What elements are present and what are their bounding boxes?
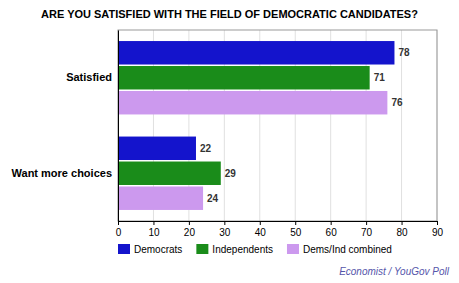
- legend-label: Democrats: [134, 244, 182, 255]
- data-labels: 78 71 76 22 29 24: [200, 47, 410, 203]
- source-note: Economist / YouGov Poll: [339, 266, 450, 277]
- data-label: 76: [391, 97, 403, 108]
- data-label: 24: [207, 193, 219, 204]
- x-tick-line: [260, 221, 261, 225]
- x-tick: 0: [116, 221, 122, 238]
- x-tick: 30: [219, 221, 231, 238]
- x-tick: 60: [326, 221, 338, 238]
- y-axis: Satisfied Want more choices: [12, 31, 119, 222]
- legend-item: Democrats: [118, 244, 182, 255]
- data-label: 78: [398, 47, 410, 58]
- x-tick-line: [153, 221, 154, 225]
- legend-label: Dems/Ind combined: [303, 244, 392, 255]
- grid: [118, 30, 437, 221]
- x-tick: 70: [361, 221, 373, 238]
- x-axis: 0 10 20 30 40 50 60 70 80 90: [116, 221, 444, 238]
- x-tick-label: 40: [255, 227, 267, 238]
- x-tick: 50: [290, 221, 302, 238]
- x-tick-line: [331, 221, 332, 225]
- y-tick-label: Want more choices: [12, 167, 112, 179]
- data-label: 29: [225, 168, 237, 179]
- x-tick-line: [437, 221, 438, 225]
- bar: [118, 41, 394, 64]
- x-tick-label: 30: [219, 227, 231, 238]
- legend-item: Independents: [196, 244, 273, 255]
- bar: [118, 66, 370, 89]
- x-tick: 90: [432, 221, 444, 238]
- plot-area: 78 71 76 22 29 24 0 10 20 30 40 50 60 70 80 90 Satisfied…: [12, 30, 444, 238]
- y-tick-label: Satisfied: [66, 71, 112, 83]
- bar: [118, 186, 203, 209]
- legend: Democrats Independents Dems/Ind combined: [118, 244, 392, 255]
- legend-label: Independents: [212, 244, 273, 255]
- axis-domain: [119, 222, 438, 226]
- axis-domain: [118, 31, 119, 222]
- chart-container: 78 71 76 22 29 24 0 10 20 30 40 50 60 70 80 90 Satisfied…: [0, 0, 459, 283]
- legend-swatch: [118, 244, 130, 254]
- plot-frame: [118, 30, 437, 221]
- x-tick-label: 50: [290, 227, 302, 238]
- x-tick-line: [402, 221, 403, 225]
- chart-svg: 78 71 76 22 29 24 0 10 20 30 40 50 60 70 80 90 Satisfied…: [0, 0, 459, 283]
- x-tick-label: 10: [148, 227, 160, 238]
- x-tick: 40: [255, 221, 267, 238]
- y-tick: Want more choices: [12, 167, 112, 179]
- x-tick: 80: [396, 221, 408, 238]
- x-tick: 20: [184, 221, 196, 238]
- data-label: 22: [200, 143, 212, 154]
- x-tick-label: 60: [326, 227, 338, 238]
- bar: [118, 162, 221, 185]
- y-tick: Satisfied: [66, 71, 112, 83]
- data-label: 71: [374, 72, 386, 83]
- grid-line: [401, 30, 402, 221]
- x-tick-line: [295, 221, 296, 225]
- x-tick-label: 0: [116, 227, 122, 238]
- x-tick-line: [366, 221, 367, 225]
- x-tick-line: [224, 221, 225, 225]
- x-tick-label: 70: [361, 227, 373, 238]
- title: ARE YOU SATISFIED WITH THE FIELD OF DEMO…: [41, 8, 418, 20]
- x-tick-line: [118, 221, 119, 225]
- x-tick-label: 90: [432, 227, 444, 238]
- bar: [118, 137, 196, 160]
- x-tick: 10: [148, 221, 160, 238]
- legend-swatch: [287, 244, 299, 254]
- legend-item: Dems/Ind combined: [287, 244, 392, 255]
- x-tick-line: [189, 221, 190, 225]
- bar: [118, 91, 387, 114]
- x-tick-label: 20: [184, 227, 196, 238]
- legend-swatch: [196, 244, 208, 254]
- x-tick-label: 80: [396, 227, 408, 238]
- bars: [118, 41, 394, 210]
